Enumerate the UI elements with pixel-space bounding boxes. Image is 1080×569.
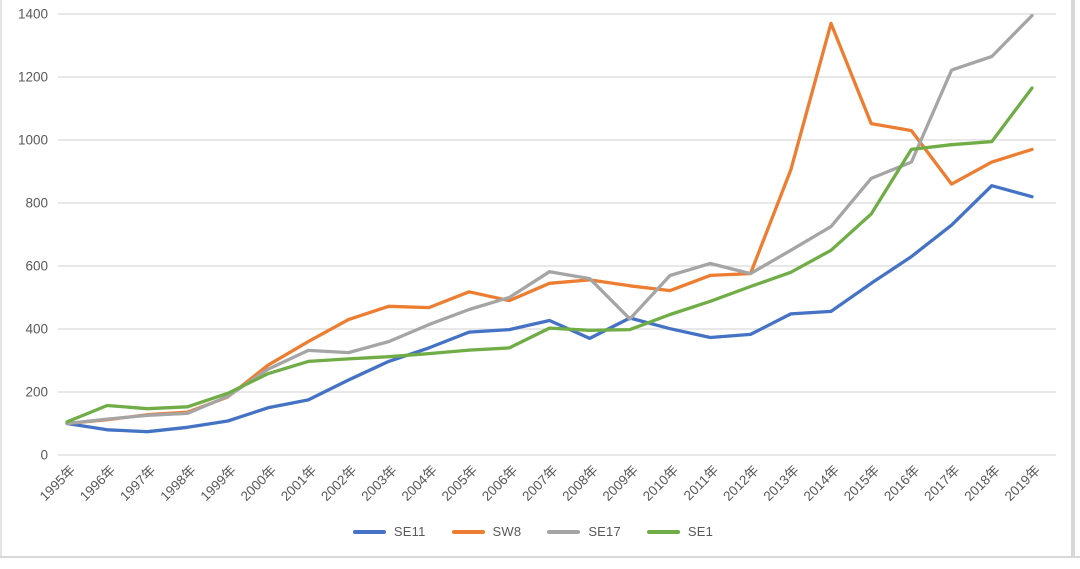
x-tick-label: 2018年	[962, 463, 1003, 504]
page-bottom-border	[0, 556, 1080, 558]
legend-item-se17: SE17	[547, 524, 621, 539]
x-tick-label: 1999年	[198, 463, 239, 504]
y-tick-label: 1200	[18, 70, 48, 85]
x-tick-label: 2004年	[399, 463, 440, 504]
x-tick-label: 2006年	[479, 463, 520, 504]
legend-label: SE11	[393, 524, 426, 539]
x-tick-label: 1995年	[37, 463, 78, 504]
legend-item-se11: SE11	[352, 524, 426, 539]
page-left-border	[0, 0, 2, 557]
chart-legend: SE11 SW8 SE17 SE1	[0, 524, 1066, 539]
x-tick-label: 2003年	[358, 463, 399, 504]
x-tick-label: 2012年	[720, 463, 761, 504]
x-tick-label: 1998年	[157, 463, 198, 504]
x-tick-label: 1997年	[117, 463, 158, 504]
y-tick-label: 0	[40, 448, 48, 463]
y-tick-label: 600	[25, 259, 48, 274]
series-line-sw8	[65, 21, 1034, 426]
x-tick-label: 2000年	[238, 463, 279, 504]
gridlines	[58, 13, 1056, 456]
series-lines	[65, 13, 1034, 434]
y-tick-label: 400	[25, 322, 48, 337]
legend-item-sw8: SW8	[451, 524, 522, 539]
x-tick-label: 2017年	[921, 463, 962, 504]
x-tick-label: 1996年	[77, 463, 118, 504]
series-line-se11	[65, 184, 1034, 434]
y-axis-labels: 0 200 400 600 800 1000 1200 1400	[18, 7, 48, 463]
x-tick-label: 2005年	[439, 463, 480, 504]
x-tick-label: 2011年	[681, 463, 722, 504]
x-tick-label: 2009年	[600, 463, 641, 504]
legend-label: SE1	[687, 524, 714, 539]
y-tick-label: 200	[25, 385, 48, 400]
y-tick-label: 1000	[18, 133, 48, 148]
legend-line-swatch	[646, 529, 680, 534]
x-tick-label: 2016年	[881, 463, 922, 504]
page-right-border	[1071, 0, 1075, 557]
legend-label: SW8	[492, 524, 522, 539]
legend-line-swatch	[352, 529, 386, 534]
x-tick-label: 2019年	[1002, 463, 1043, 504]
series-line-se17	[65, 13, 1034, 426]
x-tick-label: 2013年	[760, 463, 801, 504]
y-tick-label: 800	[25, 196, 48, 211]
legend-label: SE17	[588, 524, 621, 539]
legend-item-se1: SE1	[646, 524, 714, 539]
legend-line-swatch	[451, 529, 485, 534]
x-tick-label: 2002年	[318, 463, 359, 504]
y-tick-label: 1400	[18, 7, 48, 22]
x-tick-label: 2015年	[841, 463, 882, 504]
series-line-se1	[65, 86, 1034, 424]
x-tick-label: 2010年	[640, 463, 681, 504]
legend-line-swatch	[547, 529, 581, 534]
x-tick-label: 2001年	[278, 463, 319, 504]
x-axis-labels: 1995年1996年1997年1998年1999年2000年2001年2002年…	[37, 463, 1043, 504]
x-tick-label: 2007年	[519, 463, 560, 504]
x-tick-label: 2014年	[801, 463, 842, 504]
x-tick-label: 2008年	[559, 463, 600, 504]
